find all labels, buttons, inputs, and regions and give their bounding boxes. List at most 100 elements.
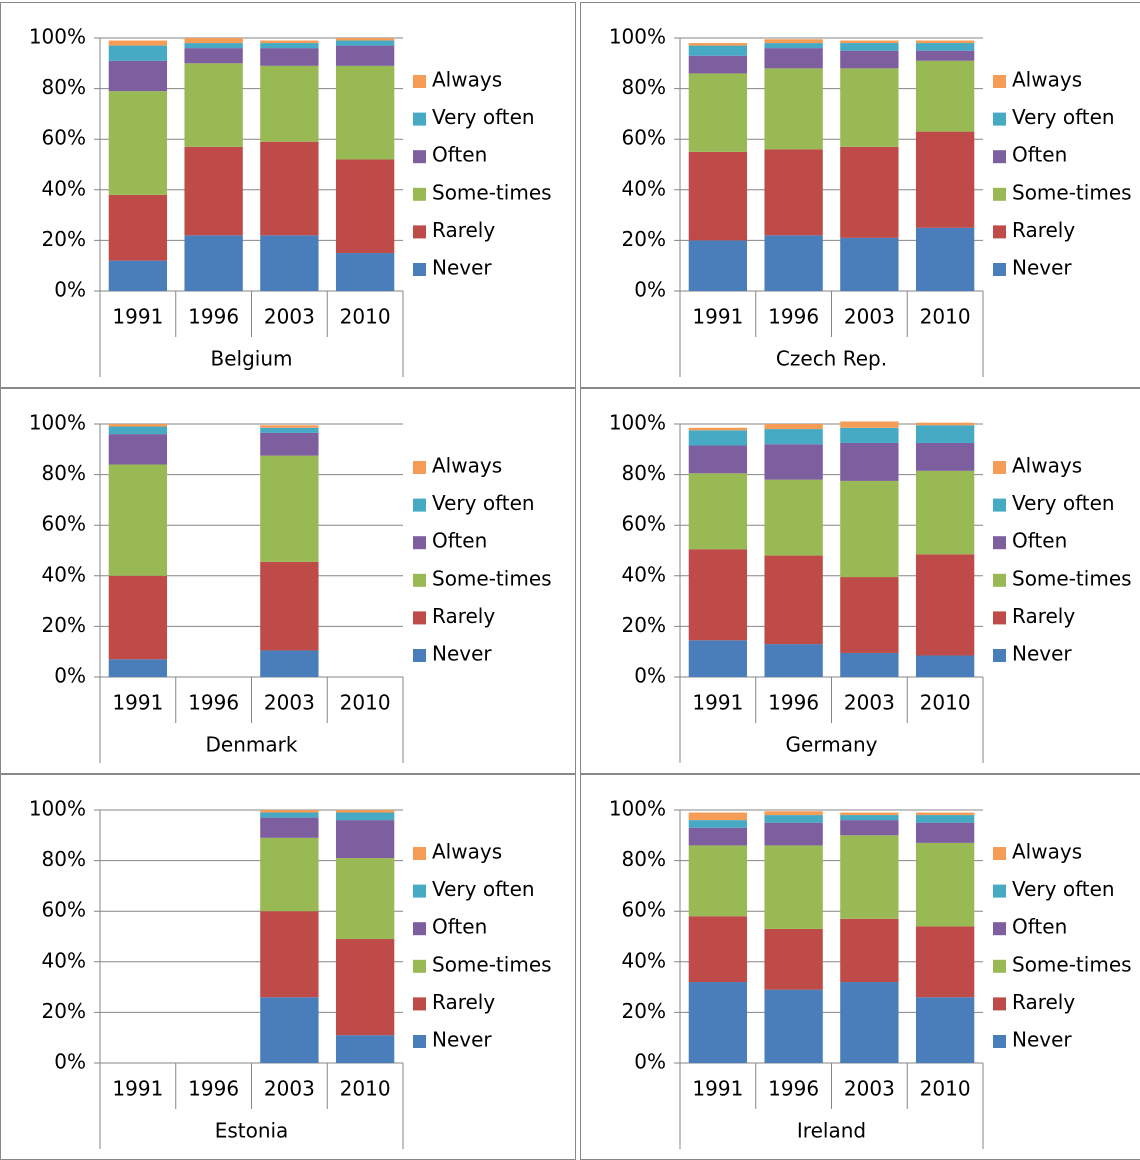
y-tick-label: 0% <box>634 664 666 688</box>
legend-label: Always <box>432 454 502 478</box>
y-tick-label: 20% <box>42 227 86 251</box>
bar-segment <box>840 40 899 44</box>
bar-segment <box>915 227 975 291</box>
legend-swatch <box>993 997 1006 1011</box>
chart: 0% 20% 40% 60% 80% 100% 1991 1996 2003 2010 Denmar… <box>0 388 576 774</box>
legend-swatch <box>993 75 1006 88</box>
bar-segment <box>688 240 748 291</box>
panel-border <box>0 388 576 774</box>
y-tick-label: 60% <box>42 126 86 150</box>
bar-segment <box>915 50 975 61</box>
y-tick-label: 40% <box>622 562 666 586</box>
legend-label: Some-times <box>432 566 552 590</box>
legend-swatch <box>993 611 1006 625</box>
x-group-label: Ireland <box>797 1119 866 1143</box>
bar-segment <box>915 815 975 823</box>
bar-segment <box>335 939 395 1036</box>
y-tick-label: 0% <box>54 664 86 688</box>
x-tick-label: 2003 <box>844 305 895 329</box>
bar-segment <box>108 464 168 576</box>
y-tick-label: 60% <box>622 126 666 150</box>
bar-segment <box>840 480 899 578</box>
chart-panel: 0% 20% 40% 60% 80% 100% 1991 1996 2003 2010 Belgiu… <box>0 2 576 388</box>
x-tick-label: 1991 <box>112 305 163 329</box>
bar-segment <box>260 561 319 651</box>
bar-segment <box>184 43 243 49</box>
legend-swatch <box>413 498 426 512</box>
x-tick-label: 1991 <box>692 1077 743 1101</box>
bar-segment <box>260 43 319 49</box>
bar-segment <box>840 50 899 69</box>
bar-segment <box>915 40 975 44</box>
legend-swatch <box>993 112 1006 126</box>
y-tick-label: 80% <box>622 847 666 871</box>
y-tick-label: 100% <box>29 25 86 49</box>
legend-label: Very often <box>432 877 535 901</box>
bar-segment <box>335 253 395 291</box>
y-tick-label: 40% <box>622 948 666 972</box>
bar-segment <box>260 48 319 66</box>
bar-segment <box>915 425 975 443</box>
bar-segment <box>764 822 823 846</box>
bar-segment <box>688 73 748 152</box>
legend-label: Never <box>1012 1028 1072 1052</box>
y-tick-label: 20% <box>622 227 666 251</box>
x-group-label: Denmark <box>206 733 298 757</box>
legend-swatch <box>413 922 426 936</box>
legend-label: Often <box>1012 529 1067 553</box>
bar-segment <box>764 149 823 236</box>
bar-segment <box>688 427 748 431</box>
bar-segment <box>764 68 823 150</box>
bar-segment <box>840 421 899 428</box>
bar-segment <box>108 194 168 261</box>
bar-segment <box>184 146 243 236</box>
y-tick-label: 0% <box>634 278 666 302</box>
legend-swatch <box>413 649 426 662</box>
bar-segment <box>184 235 243 291</box>
x-tick-label: 2010 <box>920 305 971 329</box>
chart: 0% 20% 40% 60% 80% 100% 1991 1996 2003 2010 German… <box>580 388 1140 774</box>
y-tick-label: 100% <box>29 411 86 435</box>
y-tick-label: 80% <box>622 75 666 99</box>
x-tick-label: 1996 <box>188 691 239 715</box>
bar-segment <box>688 827 748 846</box>
panel-border <box>580 388 1140 774</box>
bar-segment <box>764 644 823 677</box>
legend-swatch <box>993 959 1006 973</box>
legend-swatch <box>993 263 1006 276</box>
legend-label: Some-times <box>432 952 552 976</box>
legend-swatch <box>413 847 426 860</box>
bar-segment <box>260 235 319 291</box>
y-tick-label: 40% <box>622 176 666 200</box>
legend-label: Rarely <box>1012 990 1075 1014</box>
bar-segment <box>840 815 899 821</box>
legend-label: Never <box>432 642 492 666</box>
legend-label: Always <box>432 68 502 92</box>
legend-label: Never <box>1012 642 1072 666</box>
legend-swatch <box>413 112 426 126</box>
legend-swatch <box>993 1035 1006 1048</box>
legend-swatch <box>413 1035 426 1048</box>
bar-segment <box>260 427 319 433</box>
bar-segment <box>260 812 319 818</box>
y-tick-label: 0% <box>634 1050 666 1074</box>
legend-swatch <box>413 150 426 164</box>
bar-segment <box>335 820 395 859</box>
legend-swatch <box>413 611 426 625</box>
bar-segment <box>335 1035 395 1063</box>
chart: 0% 20% 40% 60% 80% 100% 1991 1996 2003 2010 Belgiu… <box>0 2 576 388</box>
chart: 0% 20% 40% 60% 80% 100% 1991 1996 2003 2010 Estoni… <box>0 774 576 1160</box>
bar-segment <box>688 55 748 74</box>
x-group-label: Estonia <box>215 1119 289 1143</box>
y-tick-label: 20% <box>42 613 86 637</box>
bar-segment <box>915 926 975 998</box>
legend-swatch <box>993 225 1006 239</box>
bar-segment <box>688 45 748 56</box>
bar-segment <box>840 982 899 1063</box>
chart-panel: 0% 20% 40% 60% 80% 100% 1991 1996 2003 2010 German… <box>580 388 1140 774</box>
y-tick-label: 80% <box>622 461 666 485</box>
legend-label: Very often <box>1012 491 1115 515</box>
chart: 0% 20% 40% 60% 80% 100% 1991 1996 2003 2010 Czech … <box>580 2 1140 388</box>
bar-segment <box>335 810 395 813</box>
y-tick-label: 0% <box>54 278 86 302</box>
